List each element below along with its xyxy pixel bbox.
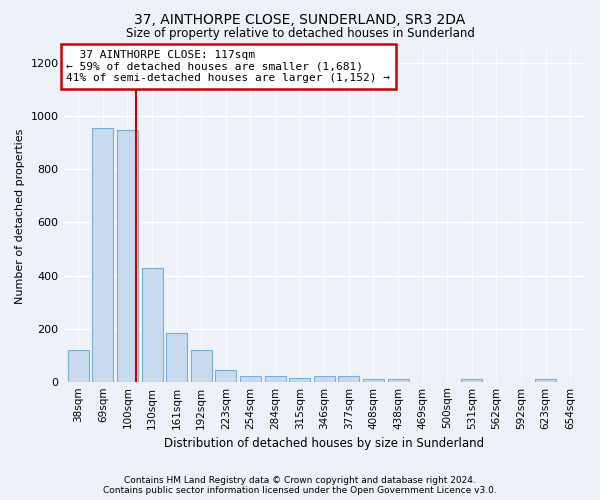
Text: Contains public sector information licensed under the Open Government Licence v3: Contains public sector information licen… — [103, 486, 497, 495]
Text: Contains HM Land Registry data © Crown copyright and database right 2024.: Contains HM Land Registry data © Crown c… — [124, 476, 476, 485]
Text: 37 AINTHORPE CLOSE: 117sqm
← 59% of detached houses are smaller (1,681)
41% of s: 37 AINTHORPE CLOSE: 117sqm ← 59% of deta… — [66, 50, 390, 83]
Bar — [314, 376, 335, 382]
Bar — [363, 379, 384, 382]
Bar — [265, 376, 286, 382]
Bar — [388, 379, 409, 382]
Bar — [289, 378, 310, 382]
Bar — [535, 379, 556, 382]
Bar — [92, 128, 113, 382]
Y-axis label: Number of detached properties: Number of detached properties — [15, 128, 25, 304]
X-axis label: Distribution of detached houses by size in Sunderland: Distribution of detached houses by size … — [164, 437, 484, 450]
Bar — [166, 332, 187, 382]
Bar — [461, 379, 482, 382]
Text: Size of property relative to detached houses in Sunderland: Size of property relative to detached ho… — [125, 28, 475, 40]
Bar — [142, 268, 163, 382]
Text: 37, AINTHORPE CLOSE, SUNDERLAND, SR3 2DA: 37, AINTHORPE CLOSE, SUNDERLAND, SR3 2DA — [134, 12, 466, 26]
Bar — [191, 350, 212, 382]
Bar — [68, 350, 89, 382]
Bar — [338, 376, 359, 382]
Bar — [240, 376, 261, 382]
Bar — [215, 370, 236, 382]
Bar — [117, 130, 138, 382]
